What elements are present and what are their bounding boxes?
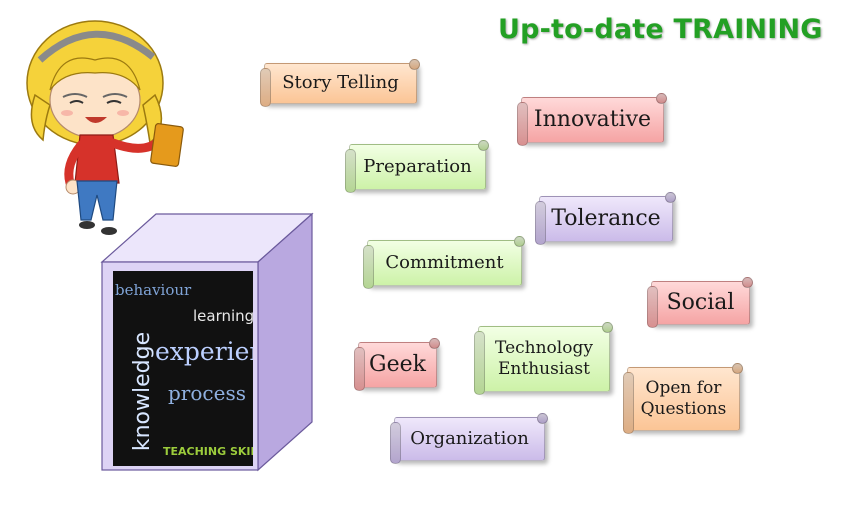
banner-organization: Organization [394, 417, 545, 461]
banner-story-telling: Story Telling [264, 63, 417, 104]
word-knowledge: knowledge [130, 331, 156, 452]
word-experience: experience [155, 337, 253, 366]
banner-social: Social [651, 281, 750, 325]
word-teaching-skills: TEACHING SKILLS [163, 445, 253, 458]
word-process: process [168, 381, 246, 405]
banner-geek: Geek [358, 342, 437, 388]
banner-technology-enthusiast: Technology Enthusiast [478, 326, 610, 392]
word-learning: learning [193, 307, 253, 325]
word-behaviour: behaviour [115, 281, 192, 299]
teacher-illustration [26, 20, 184, 235]
banner-innovative: Innovative [521, 97, 664, 143]
page-title: Up-to-date TRAINING [498, 14, 823, 45]
banner-tolerance: Tolerance [539, 196, 673, 242]
banner-preparation: Preparation [349, 144, 486, 190]
banner-commitment: Commitment [367, 240, 522, 286]
word-cloud-panel: behaviour learning knowledge experience … [113, 271, 253, 466]
banner-open-for-questions: Open for Questions [627, 367, 740, 431]
